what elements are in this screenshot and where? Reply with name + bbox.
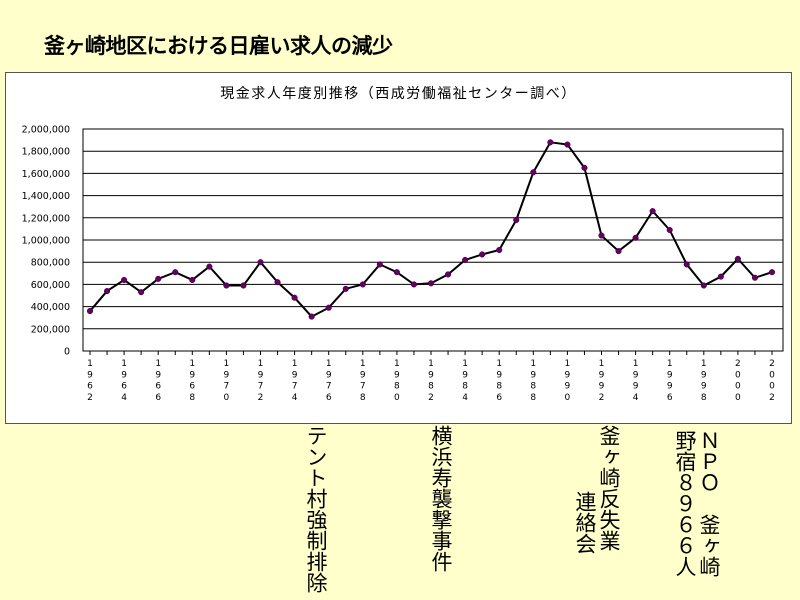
data-point xyxy=(410,281,418,288)
data-point xyxy=(513,216,520,224)
data-point xyxy=(138,289,145,296)
data-point xyxy=(683,261,690,268)
y-tick-label: 400,000 xyxy=(31,302,70,313)
data-point xyxy=(172,269,179,276)
data-point xyxy=(206,263,213,270)
data-point xyxy=(751,274,759,281)
data-point xyxy=(768,269,776,276)
y-tick-label: 1,600,000 xyxy=(22,169,70,180)
data-point xyxy=(479,251,486,258)
data-point xyxy=(189,276,196,284)
data-point xyxy=(104,288,111,295)
data-point xyxy=(649,208,656,215)
y-tick-label: 200,000 xyxy=(31,324,70,335)
y-tick-label: 1,000,000 xyxy=(22,236,70,247)
y-tick-label: 2,000,000 xyxy=(22,125,70,136)
chart-panel: 現金求人年度別推移（西成労働福祉センター調べ） 2,000,000 1,800,0… xyxy=(5,72,792,424)
data-point xyxy=(462,256,469,264)
data-point xyxy=(530,169,537,176)
data-point xyxy=(581,164,588,171)
data-point xyxy=(155,275,162,282)
slide-title: 釜ヶ崎地区における日雇い求人の減少 xyxy=(44,34,393,58)
y-tick-label: 1,400,000 xyxy=(22,191,70,202)
annotation-tent-village: テント村強制排除 xyxy=(304,425,328,593)
y-tick-label: 1,200,000 xyxy=(22,213,70,224)
data-point xyxy=(666,226,673,234)
data-point xyxy=(734,255,741,262)
data-point xyxy=(427,280,435,287)
data-point xyxy=(342,285,349,292)
data-point xyxy=(547,139,554,146)
annotation-npo-homeless: ＮＰＯ 釜ヶ崎 野宿８９６６人 xyxy=(673,430,721,577)
data-point xyxy=(257,259,264,266)
y-tick-label: 1,800,000 xyxy=(22,147,70,158)
data-point xyxy=(598,232,605,239)
data-point xyxy=(632,234,639,241)
data-point xyxy=(717,273,724,280)
data-point xyxy=(325,304,332,311)
data-point xyxy=(564,141,571,148)
data-point xyxy=(223,282,230,289)
data-point xyxy=(274,279,281,286)
data-point xyxy=(496,246,503,254)
data-point xyxy=(376,261,383,268)
data-point xyxy=(308,313,315,320)
line-chart: 2,000,000 1,800,000 1,600,000 1,400,000 1,20… xyxy=(22,125,784,403)
y-tick-label: 800,000 xyxy=(31,258,70,269)
data-point xyxy=(121,276,128,284)
annotation-yokohama-kotobuki: 横浜寿襲撃事件 xyxy=(429,425,453,572)
data-point xyxy=(86,307,94,315)
data-point xyxy=(445,271,452,278)
data-point xyxy=(240,282,247,289)
data-point xyxy=(700,282,707,289)
data-point xyxy=(615,248,622,255)
y-tick-label: 0 xyxy=(64,347,70,358)
plot-area-border xyxy=(82,128,784,352)
chart-title: 現金求人年度別推移（西成労働福祉センター調べ） xyxy=(220,86,577,102)
data-point xyxy=(393,269,400,276)
data-point xyxy=(291,294,298,301)
annotation-kamagasaki-union: 釜ヶ崎反失業 連絡会 xyxy=(573,425,621,554)
data-point xyxy=(359,281,366,288)
y-tick-label: 600,000 xyxy=(31,280,70,291)
